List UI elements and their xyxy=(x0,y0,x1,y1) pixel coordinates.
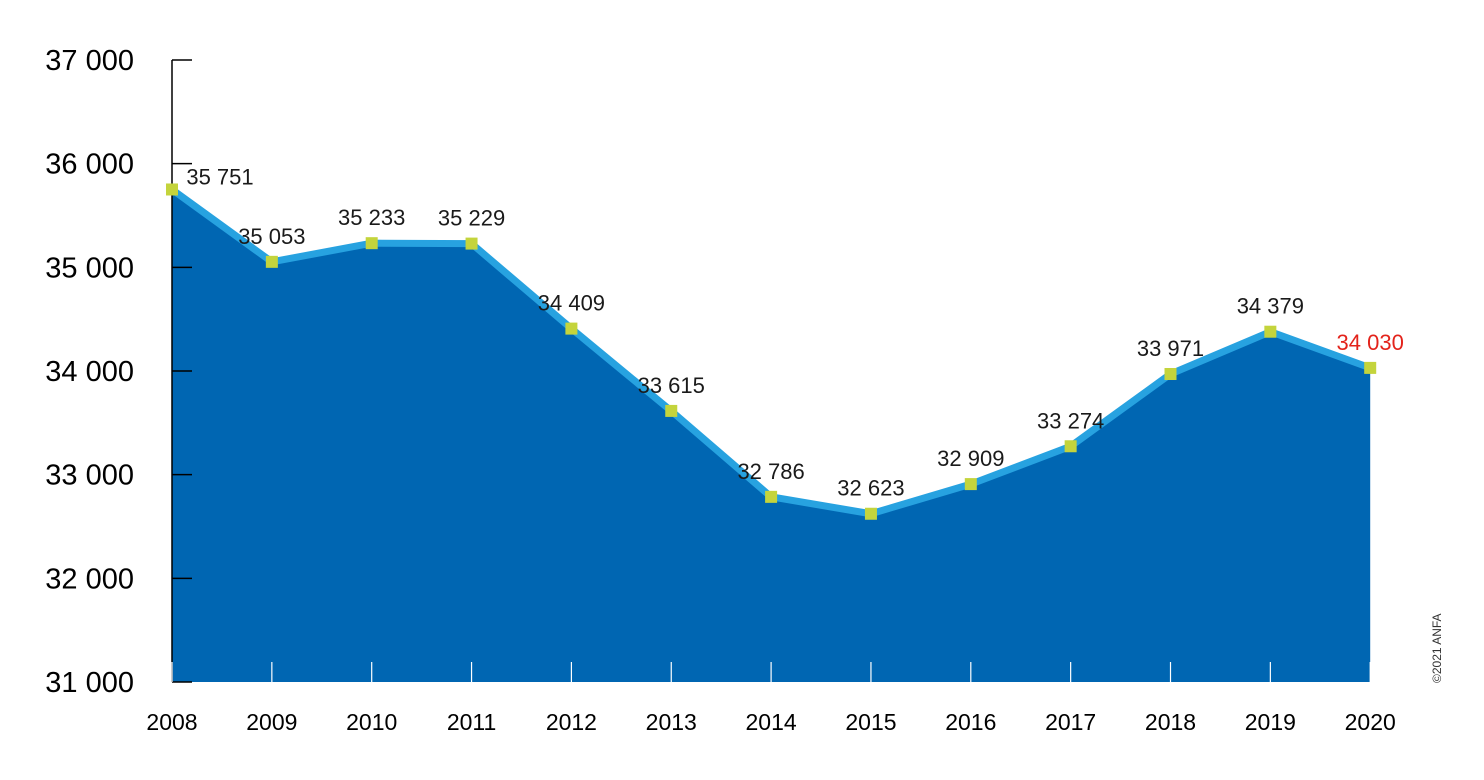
x-tick-label: 2012 xyxy=(546,709,597,735)
y-tick-label: 32 000 xyxy=(45,563,134,595)
data-marker xyxy=(166,183,178,196)
data-marker xyxy=(765,490,778,503)
x-tick-labels: 2008 2009 2010 2011 2012 2013 2014 2015 2016 2017… xyxy=(146,709,1395,735)
y-tick-labels: 31 000 32 000 33 000 34 000 35 000 36 000 37 0… xyxy=(45,45,134,699)
data-marker xyxy=(1264,325,1277,338)
y-tick-label: 35 000 xyxy=(45,252,134,284)
x-tick-label: 2010 xyxy=(346,709,397,735)
area-layer xyxy=(169,186,1372,682)
data-label: 35 229 xyxy=(438,206,505,231)
area-fill xyxy=(172,189,1371,682)
data-marker xyxy=(1364,361,1377,374)
x-tick-label: 2020 xyxy=(1345,709,1396,735)
x-tick-label: 2008 xyxy=(146,709,197,735)
data-label: 32 909 xyxy=(937,446,1004,471)
copyright-credit: ©2021 ANFA xyxy=(1430,613,1444,683)
data-label: 34 030 xyxy=(1337,330,1404,355)
data-labels: 35 751 35 053 35 233 35 229 34 409 33 615 32 7… xyxy=(186,164,1403,500)
y-tick-label: 33 000 xyxy=(45,460,134,492)
data-marker xyxy=(665,404,678,417)
x-tick-label: 2011 xyxy=(447,709,496,735)
data-label: 35 751 xyxy=(186,164,253,189)
data-marker xyxy=(465,237,478,250)
x-tick-label: 2018 xyxy=(1145,709,1196,735)
data-marker xyxy=(265,255,278,268)
y-tick-label: 37 000 xyxy=(45,45,134,77)
y-axis xyxy=(171,59,1371,683)
x-tick-label: 2019 xyxy=(1245,709,1296,735)
data-marker xyxy=(964,478,977,491)
y-tick-label: 36 000 xyxy=(45,149,134,181)
data-label: 33 274 xyxy=(1037,408,1104,433)
data-label: 35 233 xyxy=(338,205,405,230)
data-label: 32 786 xyxy=(737,459,804,484)
x-tick-label: 2015 xyxy=(845,709,896,735)
data-label: 34 379 xyxy=(1237,294,1304,319)
data-markers xyxy=(166,183,1377,520)
data-label: 33 615 xyxy=(638,373,705,398)
data-label: 32 623 xyxy=(837,476,904,501)
data-label: 34 409 xyxy=(538,291,605,316)
data-label: 33 971 xyxy=(1137,336,1204,361)
data-marker xyxy=(1064,440,1077,453)
data-marker xyxy=(365,237,378,250)
y-tick-label: 34 000 xyxy=(45,356,134,388)
data-marker xyxy=(864,507,877,520)
x-tick-label: 2013 xyxy=(646,709,697,735)
x-tick-label: 2014 xyxy=(746,709,797,735)
x-tick-label: 2016 xyxy=(945,709,996,735)
data-marker xyxy=(565,322,578,335)
y-tick-label: 31 000 xyxy=(45,667,134,699)
x-tick-label: 2017 xyxy=(1045,709,1096,735)
data-label: 35 053 xyxy=(238,224,305,249)
x-tick-label: 2009 xyxy=(246,709,297,735)
data-marker xyxy=(1164,368,1177,381)
